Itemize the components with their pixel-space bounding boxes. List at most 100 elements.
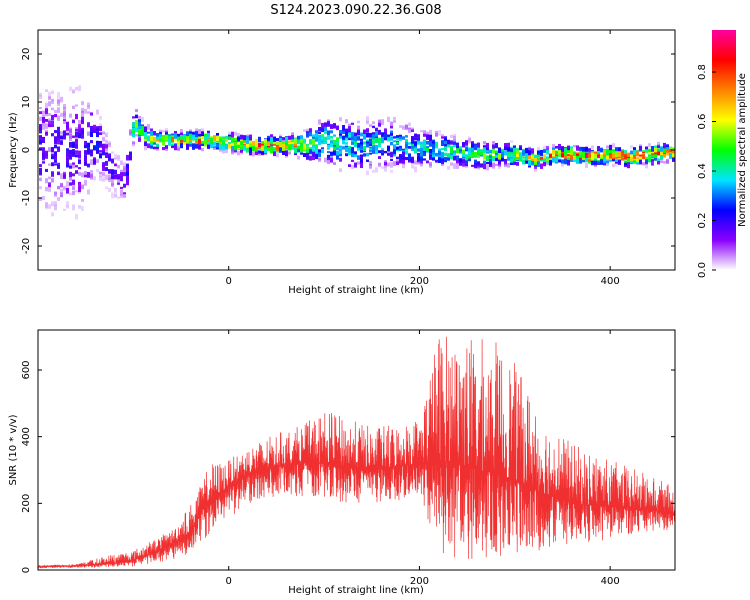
spectrogram-cell	[96, 159, 99, 163]
spectrogram-cell	[507, 157, 510, 161]
spectrogram-cell	[492, 144, 495, 149]
spectrogram-cell	[348, 148, 351, 154]
spectrogram-cell	[504, 144, 507, 151]
spectrogram-cell	[39, 107, 42, 110]
spectrogram-cell	[657, 151, 660, 156]
spectrogram-cell	[51, 107, 54, 111]
spectrogram-cell	[300, 142, 303, 147]
spectrogram-cell	[39, 116, 42, 121]
spectrogram-cell	[300, 148, 303, 152]
spectrogram-cell	[132, 141, 135, 145]
spectrogram-cell	[75, 152, 78, 155]
spectrogram-cell	[87, 163, 90, 168]
spectrogram-cell	[42, 136, 45, 141]
spectrogram-cell	[603, 156, 606, 159]
spectrogram-cell	[402, 163, 405, 169]
spectrogram-cell	[420, 144, 423, 150]
spectrogram-cell	[333, 162, 336, 165]
spectrogram-cell	[102, 149, 105, 156]
spectrogram-cell	[609, 144, 612, 151]
spectrogram-cell	[630, 154, 633, 158]
spectrogram-cell	[243, 139, 246, 144]
spectrogram-cell	[75, 144, 78, 149]
spectrogram-cell	[192, 134, 195, 141]
spectrogram-cell	[78, 134, 81, 139]
spectrogram-cell	[585, 152, 588, 159]
spectrogram-cell	[558, 144, 561, 149]
spectrogram-cell	[387, 163, 390, 167]
spectrogram-cell	[489, 149, 492, 153]
spectrogram-cell	[81, 184, 84, 190]
spectrogram-cell	[318, 157, 321, 162]
spectrogram-cell	[222, 138, 225, 143]
spectrogram-cell	[318, 149, 321, 153]
spectrogram-cell	[573, 144, 576, 148]
spectrogram-cell	[594, 153, 597, 158]
spectrogram-cell	[39, 95, 42, 100]
spectrogram-cell	[78, 190, 81, 194]
spectrogram-cell	[165, 138, 168, 142]
spectrogram-cell	[96, 128, 99, 134]
spectrogram-cell	[426, 135, 429, 139]
spectrogram-cell	[45, 178, 48, 184]
spectrogram-cell	[189, 137, 192, 142]
spectrogram-cell	[564, 154, 567, 160]
spectrogram-cell	[336, 125, 339, 130]
spectrogram-cell	[486, 155, 489, 162]
spectrogram-cell	[468, 153, 471, 159]
colorbar-label: Normalized spectral amplitude	[737, 73, 748, 227]
spectrogram-cell	[609, 154, 612, 159]
spectrogram-cell	[60, 137, 63, 140]
spectrogram-cell	[243, 139, 246, 142]
spectrogram-cell	[567, 149, 570, 154]
spectrogram-cell	[195, 128, 198, 134]
spectrogram-cell	[72, 89, 75, 94]
spectrogram-cell	[672, 155, 675, 161]
spectrogram-cell	[561, 159, 564, 164]
spectrogram-cell	[99, 116, 102, 120]
snr-x-axis-label: Height of straight line (km)	[288, 585, 424, 596]
spectrogram-cell	[285, 143, 288, 149]
spectrogram-cell	[69, 192, 72, 196]
spectrogram-cell	[147, 135, 150, 142]
spectrogram-cell	[588, 152, 591, 158]
spectrogram-cell	[252, 141, 255, 146]
spectrogram-cell	[495, 143, 498, 149]
spectrogram-cell	[297, 139, 300, 145]
spectrogram-cell	[147, 143, 150, 149]
spectrogram-cell	[471, 147, 474, 152]
spectrogram-cell	[471, 143, 474, 148]
spectrogram-cell	[309, 155, 312, 161]
spectrogram-cell	[108, 153, 111, 159]
spectrogram-cell	[69, 129, 72, 136]
spectrogram-cell	[240, 149, 243, 153]
spectrogram-cell	[51, 153, 54, 156]
spectrogram-cell	[327, 144, 330, 149]
spectrogram-cell	[69, 171, 72, 178]
spectrogram-cell	[72, 135, 75, 138]
spectrogram-cell	[429, 140, 432, 147]
spectrogram-cell	[150, 143, 153, 149]
spectrogram-cell	[279, 134, 282, 139]
spectrogram-cell	[501, 148, 504, 153]
spectrogram-cell	[417, 138, 420, 143]
spectrogram-cell	[51, 121, 54, 127]
spectrogram-cell	[264, 145, 267, 152]
spectrogram-cell	[615, 164, 618, 167]
spectrogram-cell	[204, 138, 207, 145]
spectrogram-cell	[600, 159, 603, 165]
spectrogram-cell	[366, 132, 369, 138]
spectrogram-cell	[306, 155, 309, 160]
spectrogram-cell	[234, 137, 237, 143]
spectrogram-cell	[399, 145, 402, 149]
spectrogram-cell	[378, 156, 381, 159]
spectrogram-cell	[111, 172, 114, 179]
spectrogram-cell	[411, 164, 414, 169]
spectrogram-cell	[546, 149, 549, 155]
spectrogram-cell	[405, 151, 408, 155]
spectrogram-cell	[579, 158, 582, 164]
spectrogram-cell	[462, 162, 465, 167]
spectrogram-cell	[57, 164, 60, 169]
spectrogram-cell	[78, 184, 81, 188]
spectrogram-cell	[420, 151, 423, 157]
